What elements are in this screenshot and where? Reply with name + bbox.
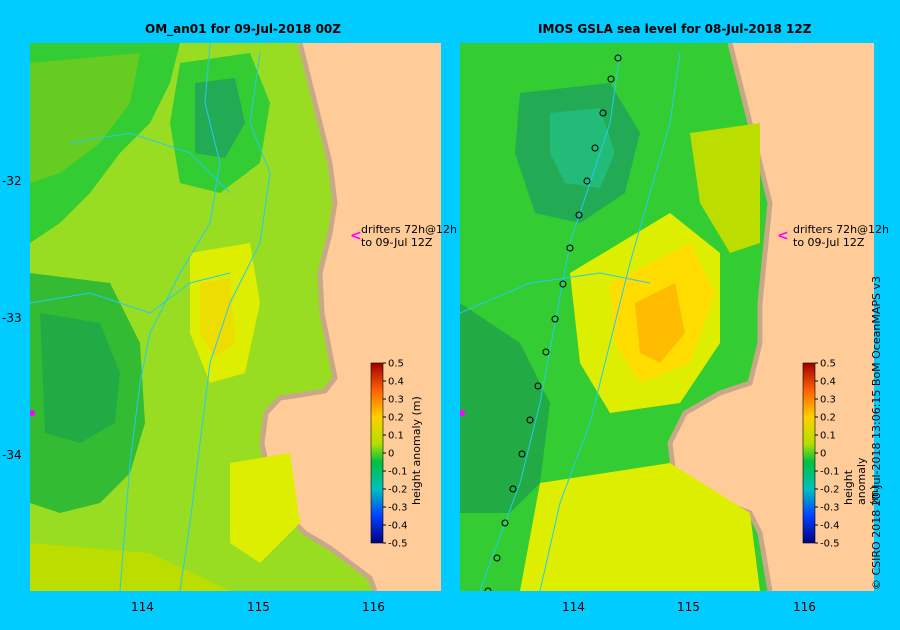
colorbar-tick-label: -0.1 [820,467,840,478]
lon-tick-left-114: 114 [131,600,154,614]
colorbar-tick-label: 0.3 [388,395,404,406]
colorbar-left-ticks: 0.5 0.4 0.3 0.2 0.1 0 -0.1 -0.2 -0.3 -0.4 -0.5 [383,359,408,549]
drifter-note-right-line2: to 09-Jul 12Z [793,236,865,249]
colorbar-tick-label: 0.5 [388,359,404,370]
lon-tick-left-116: 116 [362,600,385,614]
colorbar-left: 0.5 0.4 0.3 0.2 0.1 0 -0.1 -0.2 -0.3 -0.4 -0.5 [370,359,408,549]
drifter-note-left: drifters 72h@12h to 09-Jul 12Z [361,223,457,249]
colorbar-right: 0.5 0.4 0.3 0.2 0.1 0 -0.1 -0.2 -0.3 -0.4 -0.5 [802,359,840,549]
drifter-note-left-line1: drifters 72h@12h [361,223,458,236]
colorbar-tick-label: 0.3 [820,395,836,406]
colorbar-tick-label: -0.5 [388,539,408,549]
drifter-note-right: drifters 72h@12h to 09-Jul 12Z [793,223,889,249]
colorbar-tick-label: 0.1 [820,431,836,442]
drifter-note-left-line2: to 09-Jul 12Z [361,236,433,249]
colorbar-tick-label: -0.5 [820,539,840,549]
panel-title-right: IMOS GSLA sea level for 08-Jul-2018 12Z [538,22,812,36]
lon-tick-right-116: 116 [793,600,816,614]
colorbar-tick-label: -0.2 [820,485,840,496]
colorbar-tick-label: 0.5 [820,359,836,370]
colorbar-tick-label: -0.3 [388,503,408,514]
map-left: < [29,42,441,592]
colorbar-tick-label: -0.1 [388,467,408,478]
lat-tick-left-32: -32 [2,174,22,188]
colorbar-tick-label: 0.2 [388,413,404,424]
lat-tick-left-34: -34 [2,448,22,462]
colorbar-right-ticks: 0.5 0.4 0.3 0.2 0.1 0 -0.1 -0.2 -0.3 -0.4 -0.5 [815,359,840,549]
colorbar-tick-label: 0.4 [388,377,404,388]
svg-text:<: < [350,228,362,244]
lon-tick-right-114: 114 [562,600,585,614]
colorbar-tick-label: 0.2 [820,413,836,424]
drifter-note-right-line1: drifters 72h@12h [793,223,890,236]
colorbar-tick-label: 0.4 [820,377,836,388]
colorbar-tick-label: -0.2 [388,485,408,496]
lon-tick-left-115: 115 [247,600,270,614]
colorbar-tick-label: -0.4 [388,521,408,532]
colorbar-tick-label: -0.4 [820,521,840,532]
land-left [262,43,441,591]
colorbar-tick-label: 0.1 [388,431,404,442]
colorbar-tick-label: -0.3 [820,503,840,514]
credit-text: © CSIRO 2018 20-Jul-2018 13:06:15 BoM Oc… [870,276,883,590]
svg-text:<: < [777,228,789,244]
lat-tick-left-33: -33 [2,311,22,325]
colorbar-left-label: height anomaly (m) [410,396,423,505]
lon-tick-right-115: 115 [677,600,700,614]
colorbar-tick-label: 0 [820,449,826,460]
colorbar-tick-label: 0 [388,449,394,460]
panel-title-left: OM_an01 for 09-Jul-2018 00Z [145,22,341,36]
